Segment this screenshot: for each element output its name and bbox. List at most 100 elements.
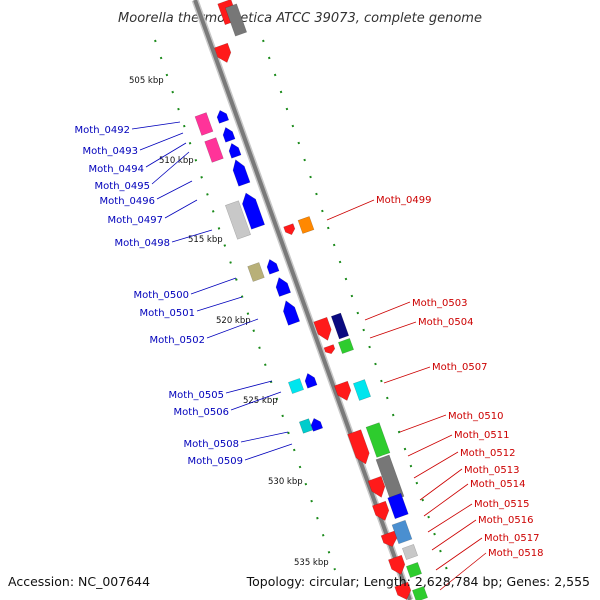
gene-shape[interactable] [224, 3, 248, 37]
gene-shape[interactable] [309, 417, 324, 432]
gene-label[interactable]: Moth_0493 [83, 146, 138, 157]
gene-shape[interactable] [297, 216, 315, 234]
gene-shape[interactable] [194, 112, 214, 136]
gene-shape[interactable] [334, 380, 353, 403]
gene-label[interactable]: Moth_0504 [418, 317, 473, 328]
gene-shape[interactable] [388, 554, 407, 577]
gene-feature[interactable] [313, 316, 335, 342]
gene-shape[interactable] [394, 581, 414, 600]
gene-feature[interactable] [334, 380, 353, 403]
gene-label[interactable]: Moth_0500 [134, 290, 189, 301]
gene-feature[interactable] [298, 418, 314, 434]
gene-shape[interactable] [204, 137, 224, 163]
gene-feature[interactable] [394, 581, 414, 600]
gene-shape[interactable] [303, 372, 318, 389]
gene-shape[interactable] [239, 191, 265, 230]
gene-label[interactable]: Moth_0517 [484, 533, 539, 544]
gene-shape[interactable] [227, 142, 242, 159]
gene-shape[interactable] [402, 544, 418, 560]
gene-feature[interactable] [380, 530, 399, 549]
gene-shape[interactable] [230, 158, 251, 187]
gene-feature[interactable] [387, 492, 409, 520]
gene-shape[interactable] [273, 276, 292, 297]
gene-label[interactable]: Moth_0508 [184, 439, 239, 450]
gene-shape[interactable] [347, 429, 373, 467]
gene-feature[interactable] [227, 142, 242, 159]
gene-feature[interactable] [225, 200, 251, 240]
gene-feature[interactable] [330, 312, 350, 340]
gene-label[interactable]: Moth_0496 [100, 196, 155, 207]
gene-feature[interactable] [402, 544, 418, 560]
gene-shape[interactable] [221, 126, 236, 143]
gene-feature[interactable] [347, 429, 373, 467]
gene-shape[interactable] [372, 500, 391, 523]
gene-feature[interactable] [323, 344, 336, 356]
gene-feature[interactable] [230, 158, 251, 187]
gene-label[interactable]: Moth_0509 [188, 456, 243, 467]
gene-feature[interactable] [297, 216, 315, 234]
gene-label[interactable]: Moth_0501 [140, 308, 195, 319]
gene-label[interactable]: Moth_0518 [488, 548, 543, 559]
gene-feature[interactable] [247, 262, 265, 282]
gene-shape[interactable] [330, 312, 350, 340]
gene-shape[interactable] [338, 338, 354, 354]
gene-feature[interactable] [309, 417, 324, 432]
gene-feature[interactable] [352, 379, 372, 401]
gene-shape[interactable] [367, 475, 388, 500]
gene-label[interactable]: Moth_0514 [470, 479, 525, 490]
gene-label[interactable]: Moth_0510 [448, 411, 503, 422]
gene-feature[interactable] [215, 109, 230, 124]
gene-shape[interactable] [313, 316, 335, 342]
gene-feature[interactable] [224, 3, 248, 37]
gene-label[interactable]: Moth_0515 [474, 499, 529, 510]
gene-feature[interactable] [273, 276, 292, 297]
gene-label[interactable]: Moth_0499 [376, 195, 431, 206]
gene-feature[interactable] [239, 191, 265, 230]
gene-feature[interactable] [283, 223, 297, 237]
gene-shape[interactable] [288, 378, 304, 394]
gene-label[interactable]: Moth_0512 [460, 448, 515, 459]
gene-shape[interactable] [265, 258, 280, 275]
gene-feature[interactable] [194, 112, 214, 136]
gene-feature[interactable] [367, 475, 388, 500]
gene-feature[interactable] [280, 299, 301, 326]
gene-label[interactable]: Moth_0495 [95, 181, 150, 192]
gene-shape[interactable] [298, 418, 314, 434]
gene-label[interactable]: Moth_0513 [464, 465, 519, 476]
gene-label[interactable]: Moth_0506 [174, 407, 229, 418]
gene-feature[interactable] [372, 500, 391, 523]
gene-feature[interactable] [388, 554, 407, 577]
gene-label[interactable]: Moth_0505 [169, 390, 224, 401]
gene-shape[interactable] [214, 42, 233, 65]
gene-shape[interactable] [387, 492, 409, 520]
gene-feature[interactable] [406, 562, 422, 578]
gene-shape[interactable] [225, 200, 251, 240]
gene-label[interactable]: Moth_0516 [478, 515, 533, 526]
gene-shape[interactable] [352, 379, 372, 401]
gene-label[interactable]: Moth_0494 [89, 164, 144, 175]
gene-shape[interactable] [215, 109, 230, 124]
gene-shape[interactable] [247, 262, 265, 282]
gene-feature[interactable] [214, 42, 233, 65]
reverse-gene-labels: Moth_0499 Moth_0503 Moth_0504 Moth_0507 … [376, 195, 543, 559]
gene-label[interactable]: Moth_0507 [432, 362, 487, 373]
gene-shape[interactable] [283, 223, 297, 237]
gene-label[interactable]: Moth_0497 [108, 215, 163, 226]
gene-feature[interactable] [288, 378, 304, 394]
gene-label[interactable]: Moth_0492 [75, 125, 130, 136]
gene-feature[interactable] [221, 126, 236, 143]
gene-feature[interactable] [204, 137, 224, 163]
gene-shape[interactable] [365, 422, 391, 458]
gene-shape[interactable] [380, 530, 399, 549]
gene-feature[interactable] [303, 372, 318, 389]
gene-shape[interactable] [280, 299, 301, 326]
gene-feature[interactable] [365, 422, 391, 458]
gene-label[interactable]: Moth_0498 [115, 238, 170, 249]
gene-feature[interactable] [265, 258, 280, 275]
gene-feature[interactable] [338, 338, 354, 354]
gene-label[interactable]: Moth_0502 [150, 335, 205, 346]
gene-shape[interactable] [406, 562, 422, 578]
gene-label[interactable]: Moth_0503 [412, 298, 467, 309]
gene-label[interactable]: Moth_0511 [454, 430, 509, 441]
gene-shape[interactable] [323, 344, 336, 356]
